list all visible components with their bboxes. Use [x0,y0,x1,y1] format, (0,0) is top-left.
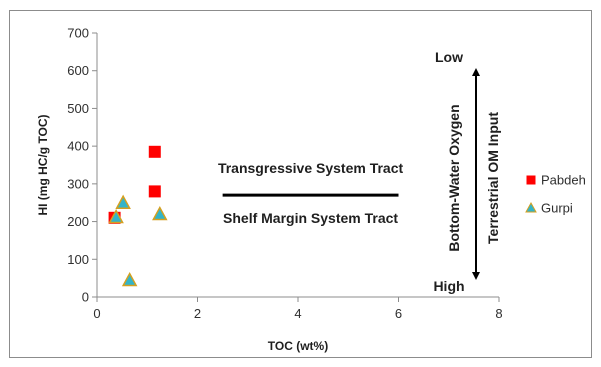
point-gurpi [152,205,168,221]
legend-marker-pabdeh [526,175,536,185]
x-tick-label: 8 [495,306,502,321]
terrestrial-om-input-label: Terrestrial OM Input [485,112,501,244]
point-pabdeh [148,145,161,158]
legend-label-gurpi: Gurpi [541,201,573,216]
low-label: Low [435,49,463,65]
y-tick-label: 600 [67,63,89,78]
arrow-up-head [472,68,480,76]
transgressive-label: Transgressive System Tract [218,160,404,176]
legend-marker-gurpi [525,201,537,213]
y-tick-label: 200 [67,214,89,229]
legend: Pabdeh Gurpi [525,173,586,216]
y-tick-label: 400 [67,139,89,154]
high-label: High [433,278,464,294]
y-tick-label: 300 [67,176,89,191]
bottom-water-oxygen-label: Bottom-Water Oxygen [446,104,462,251]
legend-label-pabdeh: Pabdeh [541,173,586,188]
point-pabdeh [148,185,161,198]
y-ticks: 0 100 200 300 400 500 600 700 [67,26,97,305]
x-axis-title: TOC (wt%) [268,339,328,353]
point-gurpi [121,271,138,287]
x-tick-label: 0 [93,306,100,321]
x-tick-label: 2 [194,306,201,321]
shelf-margin-label: Shelf Margin System Tract [223,210,398,226]
y-tick-label: 0 [82,290,89,305]
y-tick-label: 100 [67,252,89,267]
x-tick-label: 4 [294,306,301,321]
data-points [108,145,168,287]
y-tick-label: 500 [67,101,89,116]
y-axis-title: HI (mg HC/g TOC) [36,114,50,215]
oxygen-arrow [472,68,480,280]
point-gurpi [115,194,131,209]
point-gurpi [108,208,124,224]
y-tick-label: 700 [67,26,89,41]
arrow-down-head [472,272,480,280]
x-tick-label: 6 [395,306,402,321]
x-ticks: 0 2 4 6 8 [93,297,503,321]
chart-frame [9,10,592,358]
